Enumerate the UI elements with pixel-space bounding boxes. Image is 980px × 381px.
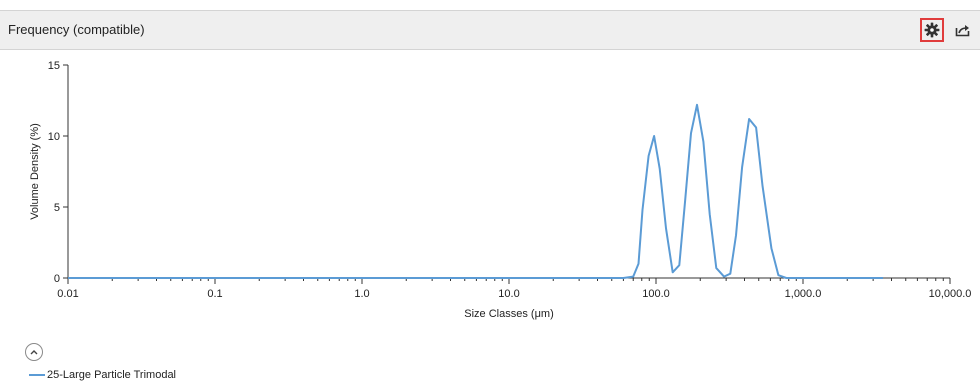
settings-button[interactable] bbox=[920, 18, 944, 42]
x-tick-label: 10.0 bbox=[498, 288, 519, 300]
x-tick-label: 0.01 bbox=[57, 288, 78, 300]
y-tick-label: 10 bbox=[48, 131, 60, 143]
x-axis: 0.01 0.1 1.0 10.0 100.0 1,000.0 10,000.0 bbox=[57, 277, 972, 300]
x-tick-label: 100.0 bbox=[642, 288, 670, 300]
legend-label: 25-Large Particle Trimodal bbox=[47, 369, 177, 381]
panel-header: Frequency (compatible) bbox=[0, 10, 980, 50]
series-layer bbox=[68, 103, 883, 279]
y-tick-label: 0 bbox=[54, 273, 60, 285]
legend-item[interactable]: 25-Large Particle Trimodal bbox=[29, 369, 176, 381]
y-axis-title: Volume Density (%) bbox=[29, 123, 41, 220]
series-line bbox=[68, 103, 883, 279]
x-tick-label: 1,000.0 bbox=[785, 288, 822, 300]
legend-collapse-button[interactable] bbox=[25, 343, 43, 361]
x-axis-title: Size Classes (μm) bbox=[464, 308, 553, 320]
chevron-up-icon bbox=[30, 350, 38, 355]
y-axis: 0 5 10 15 bbox=[48, 60, 69, 285]
export-icon bbox=[955, 25, 970, 37]
x-tick-label: 10,000.0 bbox=[929, 288, 972, 300]
panel-title: Frequency (compatible) bbox=[8, 22, 145, 37]
y-tick-label: 5 bbox=[54, 202, 60, 214]
legend-swatch bbox=[29, 374, 45, 376]
x-tick-label: 1.0 bbox=[354, 288, 369, 300]
gear-icon bbox=[924, 22, 940, 38]
frequency-chart: 0 5 10 15 0.01 0.1 1.0 10.0 100.0 1,000.0 10,000.… bbox=[29, 60, 972, 320]
x-tick-label: 0.1 bbox=[207, 288, 222, 300]
top-strip bbox=[0, 0, 980, 10]
export-button[interactable] bbox=[952, 19, 974, 41]
y-tick-label: 15 bbox=[48, 60, 60, 72]
